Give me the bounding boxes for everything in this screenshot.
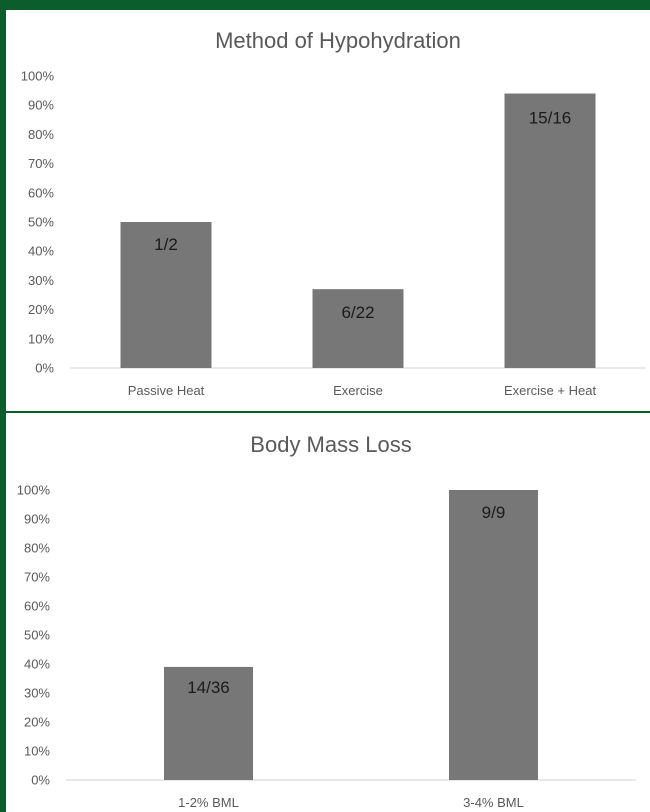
data-label: 6/22 bbox=[341, 303, 374, 322]
y-tick-label: 20% bbox=[24, 715, 50, 730]
x-axis-categories: 1-2% BML 3-4% BML bbox=[178, 795, 524, 810]
chart-title: Body Mass Loss bbox=[250, 432, 411, 457]
bar bbox=[449, 490, 538, 780]
y-tick-label: 70% bbox=[24, 570, 50, 585]
data-label: 15/16 bbox=[529, 109, 572, 128]
chart-hypohydration: Method of Hypohydration 0% 10% 20% 30% 40% 50… bbox=[21, 28, 646, 398]
y-tick-label: 10% bbox=[24, 744, 50, 759]
y-tick-label: 80% bbox=[24, 541, 50, 556]
category-label: Exercise + Heat bbox=[504, 383, 597, 398]
bar bbox=[504, 93, 596, 369]
data-label: 1/2 bbox=[154, 235, 178, 254]
y-tick-label: 60% bbox=[24, 599, 50, 614]
category-label: 3-4% BML bbox=[463, 795, 524, 810]
data-label: 14/36 bbox=[187, 678, 230, 697]
y-tick-label: 0% bbox=[35, 361, 54, 376]
category-label: Exercise bbox=[333, 383, 383, 398]
y-tick-label: 0% bbox=[31, 773, 50, 788]
y-tick-label: 20% bbox=[28, 302, 54, 317]
data-labels: 14/36 9/9 bbox=[187, 503, 505, 697]
bars bbox=[164, 490, 538, 780]
bars bbox=[120, 93, 596, 369]
chart-title: Method of Hypohydration bbox=[215, 28, 461, 53]
y-tick-label: 70% bbox=[28, 156, 54, 171]
chart-body-mass-loss: Body Mass Loss 0% 10% 20% 30% 40% 50% 60% 70% 80… bbox=[17, 432, 636, 810]
bar bbox=[312, 289, 404, 368]
data-label: 9/9 bbox=[482, 503, 506, 522]
y-tick-label: 10% bbox=[28, 331, 54, 346]
y-tick-label: 40% bbox=[24, 657, 50, 672]
y-tick-label: 80% bbox=[28, 127, 54, 142]
y-tick-label: 30% bbox=[24, 686, 50, 701]
y-tick-label: 50% bbox=[24, 628, 50, 643]
y-tick-label: 90% bbox=[24, 512, 50, 527]
y-axis-ticks: 0% 10% 20% 30% 40% 50% 60% 70% 80% 90% 100% bbox=[17, 483, 51, 788]
chart-panel-hypohydration: Method of Hypohydration 0% 10% 20% 30% 40% 50… bbox=[6, 10, 650, 411]
y-tick-label: 100% bbox=[21, 69, 55, 84]
y-tick-label: 50% bbox=[28, 215, 54, 230]
category-label: Passive Heat bbox=[128, 383, 205, 398]
y-tick-label: 100% bbox=[17, 483, 51, 498]
bar bbox=[120, 222, 212, 368]
charts-frame: Method of Hypohydration 0% 10% 20% 30% 40% 50… bbox=[6, 10, 650, 812]
x-axis-categories: Passive Heat Exercise Exercise + Heat bbox=[128, 383, 597, 398]
y-tick-label: 30% bbox=[28, 273, 54, 288]
bar bbox=[164, 666, 253, 780]
chart-panel-body-mass-loss: Body Mass Loss 0% 10% 20% 30% 40% 50% 60% 70% 80… bbox=[6, 413, 650, 812]
y-tick-label: 60% bbox=[28, 185, 54, 200]
y-axis-ticks: 0% 10% 20% 30% 40% 50% 60% 70% 80% 90% 100% bbox=[21, 69, 55, 376]
y-tick-label: 90% bbox=[28, 98, 54, 113]
data-labels: 1/2 6/22 15/16 bbox=[154, 109, 571, 323]
category-label: 1-2% BML bbox=[178, 795, 239, 810]
y-tick-label: 40% bbox=[28, 244, 54, 259]
